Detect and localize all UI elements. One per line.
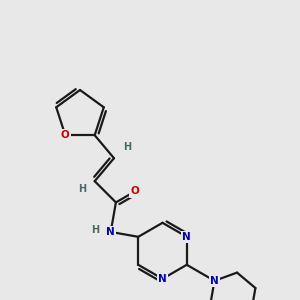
Text: N: N: [210, 276, 219, 286]
Text: O: O: [130, 186, 139, 197]
Text: N: N: [182, 232, 191, 242]
Text: H: H: [91, 225, 99, 235]
Text: O: O: [61, 130, 70, 140]
Text: H: H: [78, 184, 86, 194]
Text: H: H: [123, 142, 131, 152]
Text: N: N: [106, 227, 115, 237]
Text: N: N: [158, 274, 167, 284]
